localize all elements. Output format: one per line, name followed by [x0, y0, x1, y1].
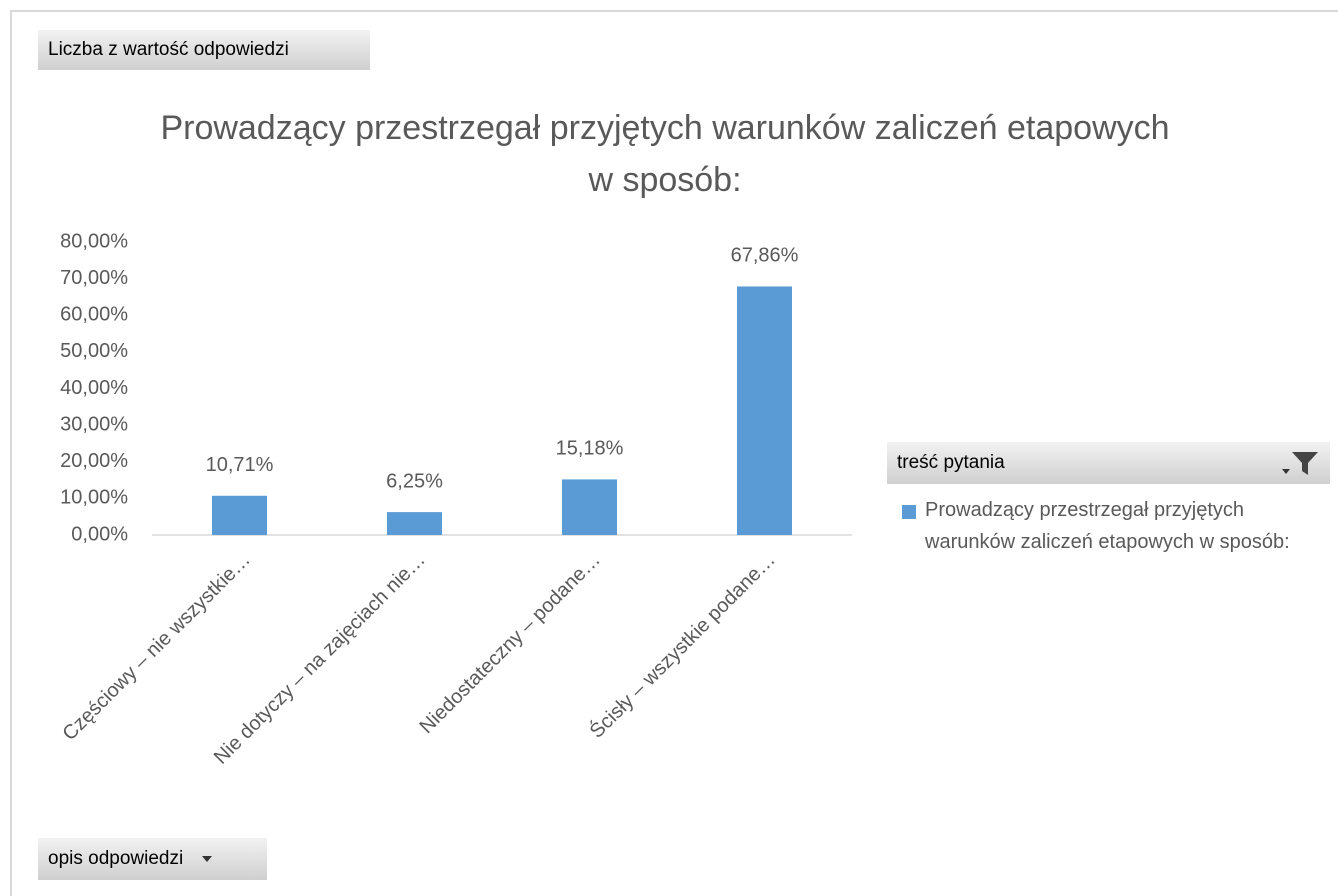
x-tick-label: Częściowy – nie wszystkie…: [58, 549, 254, 745]
data-label: 67,86%: [731, 245, 799, 267]
y-tick-label: 40,00%: [60, 377, 128, 399]
y-tick-label: 20,00%: [60, 450, 128, 472]
button-label: treść pytania: [897, 452, 1005, 473]
x-tick-label: Nie dotyczy – na zajęciach nie…: [210, 549, 430, 769]
legend-swatch: [902, 505, 916, 519]
y-tick-label: 30,00%: [60, 413, 128, 435]
button-label: opis odpowiedzi: [48, 848, 184, 869]
x-tick-label: Ścisły – wszystkie podane…: [584, 547, 779, 742]
y-tick-label: 50,00%: [60, 340, 128, 362]
chart-title: Prowadzący przestrzegał przyjętych warun…: [160, 109, 1170, 199]
bar: [387, 512, 442, 535]
bar: [562, 479, 617, 535]
bar: [737, 286, 792, 535]
y-tick-label: 70,00%: [60, 267, 128, 289]
y-tick-label: 80,00%: [60, 230, 128, 252]
legend-label: Prowadzący przestrzegał przyjętych warun…: [925, 499, 1290, 553]
y-tick-label: 60,00%: [60, 304, 128, 326]
values-field-button[interactable]: Liczba z wartość odpowiedzi: [38, 30, 370, 70]
data-label: 10,71%: [206, 454, 274, 476]
y-tick-label: 10,00%: [60, 487, 128, 509]
legend-field-button[interactable]: treść pytania: [887, 442, 1330, 484]
button-label: Liczba z wartość odpowiedzi: [48, 39, 289, 60]
data-label: 15,18%: [556, 438, 624, 460]
chart-frame: [10, 10, 1338, 896]
x-tick-label: Niedostateczny – podane…: [415, 549, 604, 738]
bar: [212, 495, 267, 535]
data-label: 6,25%: [386, 470, 443, 492]
dropdown-arrow: [202, 856, 213, 862]
filter-icon: [1282, 452, 1318, 475]
y-tick-label: 0,00%: [71, 523, 128, 545]
axis-field-button[interactable]: opis odpowiedzi: [38, 838, 267, 880]
